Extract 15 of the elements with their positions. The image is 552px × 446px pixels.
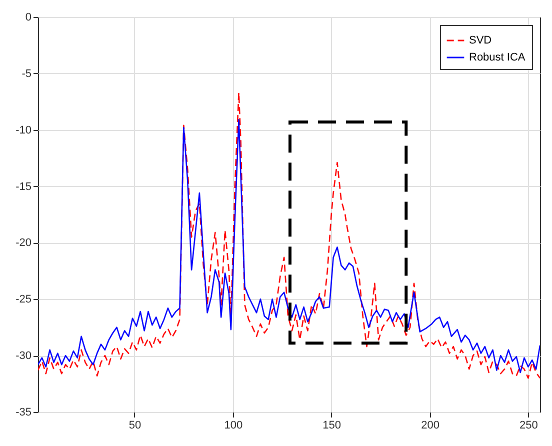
x-tick-label: 200 <box>421 420 440 432</box>
y-tick-label: -35 <box>16 406 32 418</box>
y-tick-label: 0 <box>25 12 32 24</box>
y-tick-label: -20 <box>16 237 32 250</box>
legend-label: Robust ICA <box>469 52 526 64</box>
y-tick-label: -30 <box>16 350 32 362</box>
x-tick-label: 150 <box>322 420 342 432</box>
y-tick-label: -10 <box>16 124 32 136</box>
x-tick-label: 50 <box>128 420 142 432</box>
y-tick-label: -5 <box>22 68 32 80</box>
y-tick-label: -25 <box>16 294 32 306</box>
x-tick-label: 100 <box>224 420 243 432</box>
y-tick-label: -15 <box>16 180 32 193</box>
legend-label: SVD <box>469 34 492 46</box>
x-tick-label: 250 <box>520 420 538 432</box>
